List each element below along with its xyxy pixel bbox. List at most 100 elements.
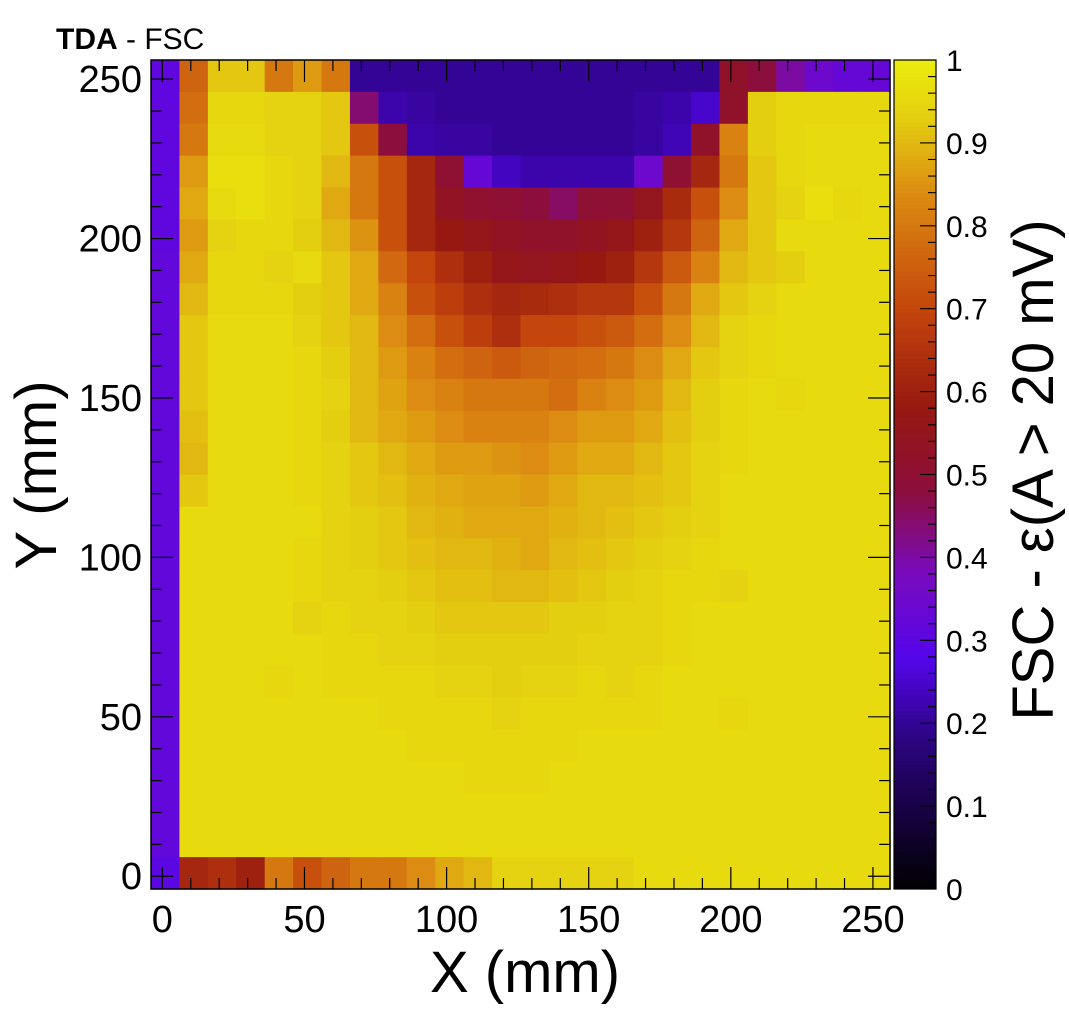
heatmap-cell: [634, 91, 664, 125]
heatmap-cell: [662, 410, 692, 444]
heatmap-cell: [293, 697, 323, 731]
heatmap-cell: [207, 442, 237, 476]
heatmap-cell: [861, 283, 891, 316]
heatmap-cell: [719, 219, 749, 252]
palette-step: [894, 569, 936, 575]
heatmap-cell: [207, 410, 237, 444]
heatmap-cell: [605, 602, 635, 635]
heatmap-cell: [492, 346, 522, 380]
palette-step: [894, 491, 936, 496]
heatmap-cell: [293, 315, 323, 348]
palette-step: [894, 822, 936, 828]
heatmap-cell: [264, 633, 294, 667]
heatmap-cell: [463, 857, 493, 890]
heatmap-cell: [236, 825, 266, 858]
heatmap-cell: [520, 378, 550, 412]
heatmap-cell: [548, 410, 578, 444]
heatmap-cell: [776, 315, 806, 348]
heatmap-cell: [207, 378, 237, 412]
heatmap-cell: [207, 60, 237, 93]
heatmap-cell: [691, 219, 721, 252]
palette-step: [894, 748, 936, 753]
palette-step: [894, 80, 936, 86]
heatmap-cell: [264, 506, 294, 539]
heatmap-cell: [833, 665, 863, 699]
palette-step: [894, 656, 936, 662]
heatmap-cell: [151, 697, 181, 731]
heatmap-cell: [151, 474, 181, 507]
palette-step: [894, 275, 936, 281]
palette-step: [894, 325, 936, 330]
palette-step: [894, 246, 936, 252]
palette-step: [894, 399, 936, 405]
heatmap-cell: [293, 538, 323, 571]
heatmap-cell: [207, 346, 237, 380]
palette-step: [894, 453, 936, 459]
heatmap-cell: [634, 825, 664, 858]
heatmap-cell: [378, 123, 408, 157]
heatmap-cell: [662, 538, 692, 571]
palette-step: [894, 142, 936, 148]
heatmap-cell: [463, 315, 493, 348]
heatmap-cell: [577, 793, 607, 826]
palette-step: [894, 565, 936, 571]
heatmap-cell: [463, 665, 493, 699]
heatmap-cell: [406, 474, 436, 507]
heatmap-cell: [463, 633, 493, 667]
heatmap-cell: [662, 123, 692, 157]
palette-step: [894, 229, 936, 235]
heatmap-cell: [747, 633, 777, 667]
heatmap-cell: [349, 378, 379, 412]
heatmap-cell: [804, 187, 834, 221]
palette-step: [894, 627, 936, 633]
heatmap-cell: [520, 538, 550, 571]
heatmap-cell: [406, 697, 436, 731]
heatmap-cell: [861, 538, 891, 571]
heatmap-cell: [804, 793, 834, 826]
palette-step: [894, 681, 936, 687]
heatmap-cell: [662, 219, 692, 252]
heatmap-cell: [804, 315, 834, 348]
heatmap-cell: [321, 187, 351, 221]
heatmap-cell: [179, 123, 209, 157]
heatmap-cell: [747, 251, 777, 284]
heatmap-cell: [349, 187, 379, 221]
heatmap-cell: [463, 283, 493, 316]
heatmap-cell: [463, 60, 493, 93]
heatmap-cell: [321, 60, 351, 93]
heatmap-cell: [548, 825, 578, 858]
palette-step: [894, 333, 936, 339]
palette-step: [894, 304, 936, 310]
heatmap-cell: [406, 825, 436, 858]
palette-tick-label: 0.1: [946, 791, 988, 824]
palette-step: [894, 752, 936, 757]
heatmap-cell: [691, 283, 721, 316]
heatmap-cell: [804, 219, 834, 252]
heatmap-cell: [833, 697, 863, 731]
heatmap-cell: [719, 251, 749, 284]
heatmap-cell: [236, 697, 266, 731]
heatmap-cell: [349, 410, 379, 444]
heatmap-cell: [776, 570, 806, 603]
palette-step: [894, 362, 936, 368]
heatmap-cell: [577, 251, 607, 284]
heatmap-cell: [207, 315, 237, 348]
heatmap-cell: [634, 187, 664, 221]
heatmap-cell: [776, 410, 806, 444]
heatmap-cell: [548, 506, 578, 539]
heatmap-cell: [349, 91, 379, 125]
heatmap-cell: [804, 697, 834, 731]
heatmap-cell: [349, 474, 379, 507]
palette-step: [894, 263, 936, 268]
heatmap-cell: [179, 410, 209, 444]
heatmap-cell: [321, 442, 351, 476]
heatmap-cell: [492, 538, 522, 571]
heatmap-cell: [463, 251, 493, 284]
heatmap-cell: [463, 793, 493, 826]
heatmap-cell: [833, 219, 863, 252]
heatmap-cell: [492, 665, 522, 699]
heatmap-cell: [776, 825, 806, 858]
heatmap-cell: [833, 793, 863, 826]
palette-tick-label: 0.9: [946, 128, 988, 161]
heatmap-cell: [719, 91, 749, 125]
